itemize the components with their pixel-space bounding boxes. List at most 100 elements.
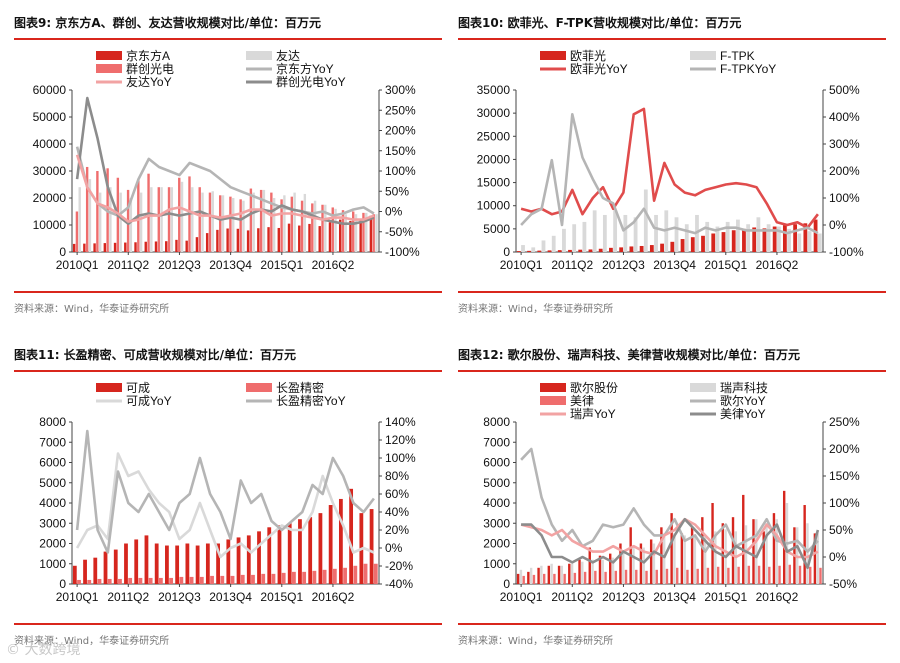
bar-F-TPK [684, 224, 689, 252]
bar-瑞声科技 [703, 535, 707, 584]
bar-长盈精密 [148, 577, 153, 584]
legend-label: 歌尔YoY [720, 393, 766, 408]
bar-欧菲光 [721, 232, 726, 252]
bar-群创光电 [341, 210, 345, 252]
footer-rule [458, 623, 886, 625]
bar-长盈精密 [302, 571, 307, 584]
bar-瑞声科技 [714, 531, 717, 584]
bar-友达 [375, 214, 378, 252]
bar-欧菲光 [547, 250, 552, 252]
bar-长盈精密 [138, 577, 143, 584]
line-歌尔YoY [520, 447, 819, 553]
bar-F-TPK [572, 224, 577, 252]
bar-长盈精密 [128, 577, 133, 584]
bar-欧菲光 [609, 247, 613, 252]
bar-可成 [83, 559, 87, 584]
bar-欧菲光 [742, 228, 746, 252]
legend-label: 美律YoY [720, 407, 766, 421]
bar-友达 [324, 204, 327, 252]
bar-群创光电 [85, 166, 89, 252]
bar-美律 [676, 567, 679, 584]
right-tick-label: 80% [385, 469, 409, 483]
x-tick-label: 2010Q1 [56, 590, 99, 604]
right-tick-label: -40% [385, 577, 413, 591]
bar-F-TPK [551, 235, 556, 252]
chart-title: 图表9: 京东方A、群创、友达营收规模对比/单位：百万元 [14, 16, 321, 30]
bar-京东方A [154, 241, 158, 252]
bar-群创光电 [218, 195, 222, 252]
x-tick-label: 2015Q1 [704, 258, 747, 272]
bar-京东方A [175, 239, 178, 252]
bar-京东方A [308, 223, 311, 252]
bar-友达 [88, 179, 92, 252]
legend-label: 可成 [126, 381, 150, 395]
bar-F-TPK [643, 189, 648, 252]
x-tick-label: 2011Q2 [107, 590, 149, 604]
bar-长盈精密 [97, 578, 102, 584]
bar-友达 [262, 189, 266, 252]
bar-歌尔股份 [721, 523, 724, 584]
left-tick-label: 4000 [39, 496, 66, 510]
legend-label: F-TPKYoY [720, 62, 776, 76]
bar-京东方A [226, 228, 229, 252]
bar-友达 [344, 214, 347, 252]
bar-美律 [553, 573, 556, 584]
bar-友达 [242, 200, 245, 252]
bar-欧菲光 [537, 250, 542, 252]
bar-欧菲光 [731, 230, 736, 252]
bar-瑞声科技 [632, 547, 635, 584]
bar-欧菲光 [803, 223, 808, 252]
right-tick-label: 100% [385, 451, 416, 465]
x-tick-label: 2012Q3 [602, 258, 645, 272]
bar-可成 [236, 537, 241, 584]
bar-京东方A [277, 227, 280, 252]
legend-label: 欧菲光 [570, 49, 606, 63]
bar-可成 [93, 557, 98, 584]
bar-长盈精密 [189, 576, 194, 584]
bar-瑞声科技 [683, 535, 686, 584]
bar-京东方A [134, 242, 137, 252]
bar-京东方A [246, 230, 250, 252]
bar-歌尔股份 [782, 490, 786, 584]
bar-欧菲光 [711, 233, 716, 252]
left-tick-label: 7000 [39, 435, 66, 449]
bar-京东方A [287, 223, 291, 252]
bar-美律 [686, 569, 689, 584]
bar-美律 [573, 572, 577, 584]
legend-swatch-瑞声科技 [690, 383, 716, 392]
bar-欧菲光 [527, 250, 531, 252]
bar-F-TPK [807, 231, 812, 252]
footer-rule [14, 623, 442, 625]
right-tick-label: 0% [829, 550, 847, 564]
bar-美律 [635, 569, 638, 584]
left-tick-label: 5000 [483, 222, 510, 236]
bar-F-TPK [746, 224, 751, 252]
bar-可成 [267, 527, 272, 584]
bar-京东方A [298, 225, 301, 252]
bar-可成 [226, 539, 231, 584]
left-tick-label: 60000 [33, 83, 67, 97]
bar-F-TPK [623, 214, 628, 252]
x-tick-label: 2013Q4 [653, 590, 696, 604]
legend-label: 京东方YoY [276, 61, 334, 76]
legend-swatch-友达 [246, 51, 272, 60]
bar-歌尔股份 [772, 513, 776, 584]
bar-长盈精密 [107, 578, 112, 584]
bar-歌尔股份 [557, 565, 561, 584]
bar-美律 [706, 567, 710, 584]
chart-title: 图表12: 歌尔股份、瑞声科技、美律营收规模对比/单位：百万元 [458, 348, 801, 362]
bar-瑞声科技 [540, 565, 543, 584]
bar-京东方A [338, 219, 342, 252]
bar-长盈精密 [322, 569, 327, 584]
x-tick-label: 2015Q1 [260, 258, 303, 272]
bar-友达 [221, 195, 225, 252]
bar-瑞声科技 [529, 567, 533, 584]
bar-长盈精密 [363, 563, 368, 584]
bar-F-TPK [654, 214, 658, 252]
bar-长盈精密 [271, 573, 276, 584]
left-tick-label: 5000 [483, 476, 510, 490]
bar-可成 [216, 543, 220, 584]
bar-友达 [272, 198, 276, 252]
bar-可成 [134, 539, 139, 584]
bar-京东方A [72, 243, 76, 252]
